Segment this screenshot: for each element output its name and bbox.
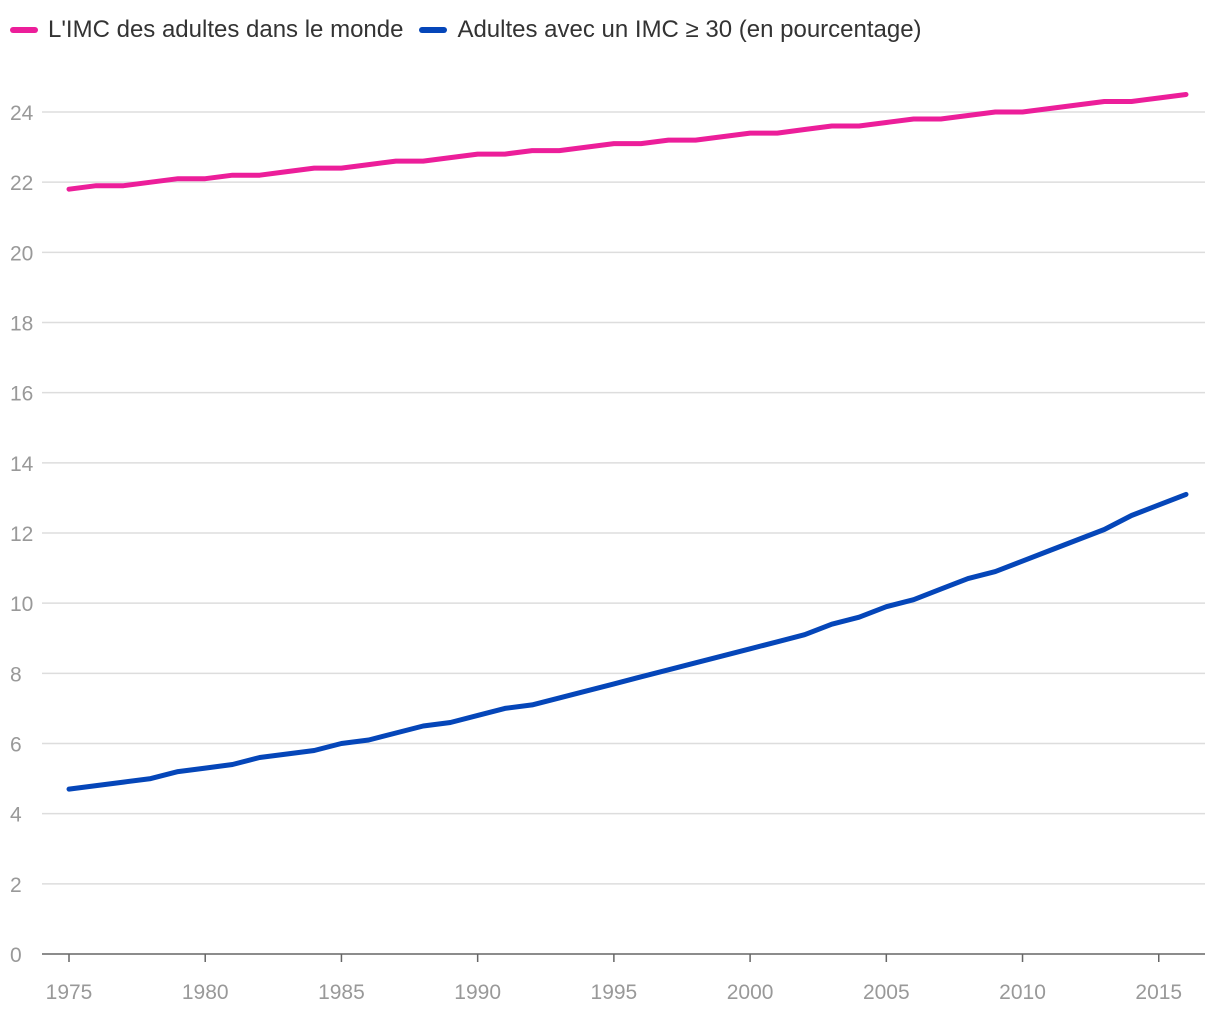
y-tick-label: 8 — [10, 663, 22, 686]
y-tick-label: 4 — [10, 804, 22, 827]
x-tick-label: 1990 — [454, 981, 501, 1004]
x-tick-label: 1975 — [46, 981, 93, 1004]
series-line-obesity — [66, 491, 1189, 792]
y-tick-label: 22 — [10, 172, 33, 195]
legend-label-obesity: Adultes avec un IMC ≥ 30 (en pourcentage… — [457, 16, 922, 43]
y-tick-label: 24 — [10, 102, 34, 125]
legend-item-obesity[interactable]: Adultes avec un IMC ≥ 30 (en pourcentage… — [419, 16, 922, 44]
x-tick-label: 1985 — [318, 981, 365, 1004]
y-tick-label: 18 — [10, 313, 33, 336]
legend: L'IMC des adultes dans le monde Adultes … — [10, 16, 938, 44]
x-tick-label: 2010 — [999, 981, 1046, 1004]
legend-label-bmi: L'IMC des adultes dans le monde — [48, 16, 404, 43]
x-tick-label: 1980 — [182, 981, 229, 1004]
y-tick-label: 20 — [10, 242, 33, 265]
x-tick-label: 2000 — [727, 981, 774, 1004]
y-tick-label: 0 — [10, 944, 22, 967]
x-tick-label: 2015 — [1135, 981, 1182, 1004]
y-tick-label: 10 — [10, 593, 33, 616]
series-line-bmi — [66, 92, 1189, 192]
x-tick-label: 2005 — [863, 981, 910, 1004]
legend-swatch-obesity — [419, 27, 448, 33]
y-tick-label: 14 — [10, 453, 34, 476]
legend-item-bmi[interactable]: L'IMC des adultes dans le monde — [10, 16, 403, 44]
y-tick-label: 12 — [10, 523, 33, 546]
y-tick-label: 6 — [10, 734, 22, 757]
y-tick-label: 16 — [10, 383, 33, 406]
y-tick-label: 2 — [10, 874, 22, 897]
legend-swatch-bmi — [10, 27, 38, 33]
x-tick-label: 1995 — [591, 981, 638, 1004]
